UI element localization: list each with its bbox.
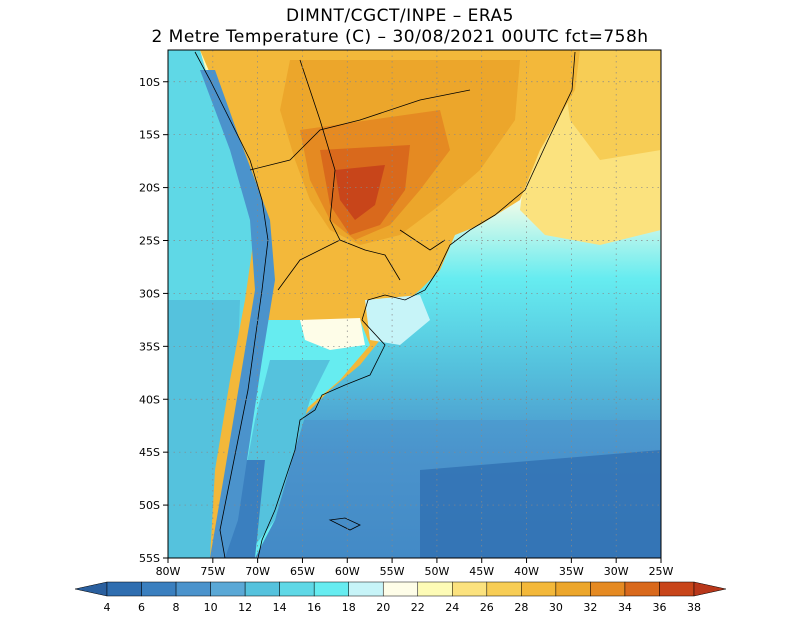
- colorbar-label: 18: [342, 601, 356, 614]
- colorbar-label: 12: [238, 601, 252, 614]
- colorbar-label: 34: [618, 601, 632, 614]
- lon-tick-label: 75W: [200, 565, 225, 578]
- colorbar-min-arrow: [74, 581, 108, 597]
- colorbar-label: 24: [445, 601, 459, 614]
- map-title-line2: 2 Metre Temperature (C) – 30/08/2021 00U…: [151, 27, 649, 47]
- lon-tick-label: 70W: [245, 565, 270, 578]
- colorbar-swatch: [624, 581, 660, 597]
- colorbar-swatch: [486, 581, 522, 597]
- colorbar-label: 20: [376, 601, 390, 614]
- latitude-axis: 10S 15S 20S 25S 30S 35S 40S 45S 50S 55S: [139, 76, 168, 565]
- lon-tick-label: 30W: [604, 565, 629, 578]
- lat-tick-label: 15S: [139, 129, 160, 142]
- colorbar-label: 6: [138, 601, 145, 614]
- colorbar-swatch: [106, 581, 142, 597]
- colorbar-label: 22: [411, 601, 425, 614]
- colorbar-swatch: [210, 581, 246, 597]
- colorbar-max-arrow: [693, 581, 727, 597]
- lon-tick-label: 50W: [424, 565, 449, 578]
- colorbar-swatch: [244, 581, 280, 597]
- lon-tick-label: 55W: [380, 565, 405, 578]
- temperature-field: [168, 50, 661, 558]
- lon-tick-label: 25W: [649, 565, 674, 578]
- colorbar-label: 26: [480, 601, 494, 614]
- colorbar: 4 6 8 10 12 14 16 18 20 22 24 26 28 30 32 34 36 38: [74, 581, 727, 614]
- colorbar-swatch: [313, 581, 349, 597]
- lat-tick-label: 50S: [139, 499, 160, 512]
- colorbar-label: 36: [652, 601, 666, 614]
- lat-tick-label: 55S: [139, 552, 160, 565]
- colorbar-label: 16: [307, 601, 321, 614]
- colorbar-label: 14: [273, 601, 287, 614]
- colorbar-swatch: [555, 581, 591, 597]
- lat-tick-label: 25S: [139, 235, 160, 248]
- map-title-line1: DIMNT/CGCT/INPE – ERA5: [286, 6, 514, 26]
- lon-tick-label: 65W: [290, 565, 315, 578]
- lon-tick-label: 40W: [514, 565, 539, 578]
- colorbar-swatch: [279, 581, 315, 597]
- colorbar-swatch: [348, 581, 384, 597]
- colorbar-label: 38: [687, 601, 701, 614]
- map-grid: [168, 50, 661, 558]
- colorbar-swatch: [590, 581, 626, 597]
- lon-tick-label: 60W: [335, 565, 360, 578]
- lat-tick-label: 10S: [139, 76, 160, 89]
- colorbar-label: 10: [204, 601, 218, 614]
- lat-tick-label: 30S: [139, 287, 160, 300]
- lon-tick-label: 35W: [559, 565, 584, 578]
- colorbar-swatch: [521, 581, 557, 597]
- lat-tick-label: 20S: [139, 182, 160, 195]
- colorbar-label: 30: [549, 601, 563, 614]
- lon-tick-label: 80W: [156, 565, 181, 578]
- map-frame: [167, 49, 662, 559]
- colorbar-swatch: [141, 581, 177, 597]
- longitude-axis: 80W 75W 70W 65W 60W 55W 50W 45W 40W 35W 30W 25W: [156, 558, 674, 578]
- colorbar-label: 8: [173, 601, 180, 614]
- colorbar-swatch: [175, 581, 211, 597]
- colorbar-label: 28: [514, 601, 528, 614]
- colorbar-swatch: [659, 581, 695, 597]
- colorbar-label: 4: [104, 601, 111, 614]
- colorbar-swatch: [452, 581, 488, 597]
- colorbar-label: 32: [583, 601, 597, 614]
- lon-tick-label: 45W: [469, 565, 494, 578]
- colorbar-swatch: [417, 581, 453, 597]
- colorbar-swatch: [382, 581, 419, 597]
- lat-tick-label: 35S: [139, 340, 160, 353]
- lat-tick-label: 45S: [139, 446, 160, 459]
- lat-tick-label: 40S: [139, 393, 160, 406]
